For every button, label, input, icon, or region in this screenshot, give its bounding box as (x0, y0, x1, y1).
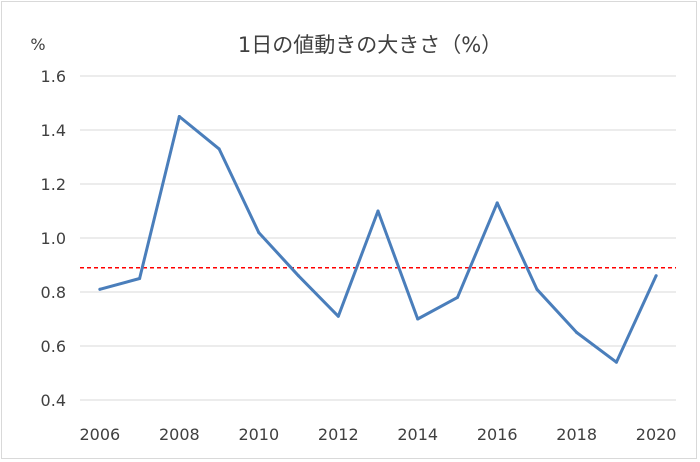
data-point (455, 295, 459, 299)
chart-title: 1日の値動きの大きさ（%） (238, 33, 502, 57)
data-point (177, 115, 181, 118)
y-tick-label: 1.4 (41, 121, 66, 140)
data-point (297, 274, 301, 278)
x-axis-ticks: 2006 2008 2010 2012 2014 2016 2018 2020 (80, 425, 677, 444)
y-tick-label: 0.6 (41, 337, 66, 356)
series-group (98, 115, 658, 364)
data-point (138, 277, 142, 280)
x-tick-label: 2010 (238, 425, 279, 444)
data-point (217, 147, 221, 151)
data-point (654, 274, 658, 278)
y-axis-label: % (30, 35, 45, 54)
y-tick-label: 1.2 (41, 175, 66, 194)
data-point (257, 231, 261, 235)
x-tick-label: 2016 (477, 425, 518, 444)
y-tick-label: 1.0 (41, 229, 66, 248)
data-point (614, 360, 618, 364)
x-tick-label: 2008 (159, 425, 200, 444)
data-point (98, 287, 102, 291)
series-line (98, 115, 658, 364)
data-point (416, 317, 420, 321)
x-tick-label: 2014 (397, 425, 438, 444)
gridlines (80, 75, 676, 401)
x-tick-label: 2012 (318, 425, 359, 444)
y-axis-ticks: 0.4 0.6 0.8 1.0 1.2 1.4 1.6 (41, 67, 66, 410)
y-tick-label: 0.4 (41, 391, 66, 410)
x-tick-label: 2020 (636, 425, 677, 444)
x-tick-label: 2018 (556, 425, 597, 444)
y-tick-label: 1.6 (41, 67, 66, 86)
x-tick-label: 2006 (80, 425, 121, 444)
data-point (575, 331, 579, 334)
data-point (495, 201, 499, 205)
data-point (336, 314, 340, 318)
y-tick-label: 0.8 (41, 283, 66, 302)
data-point (376, 209, 380, 213)
data-point (535, 287, 539, 291)
